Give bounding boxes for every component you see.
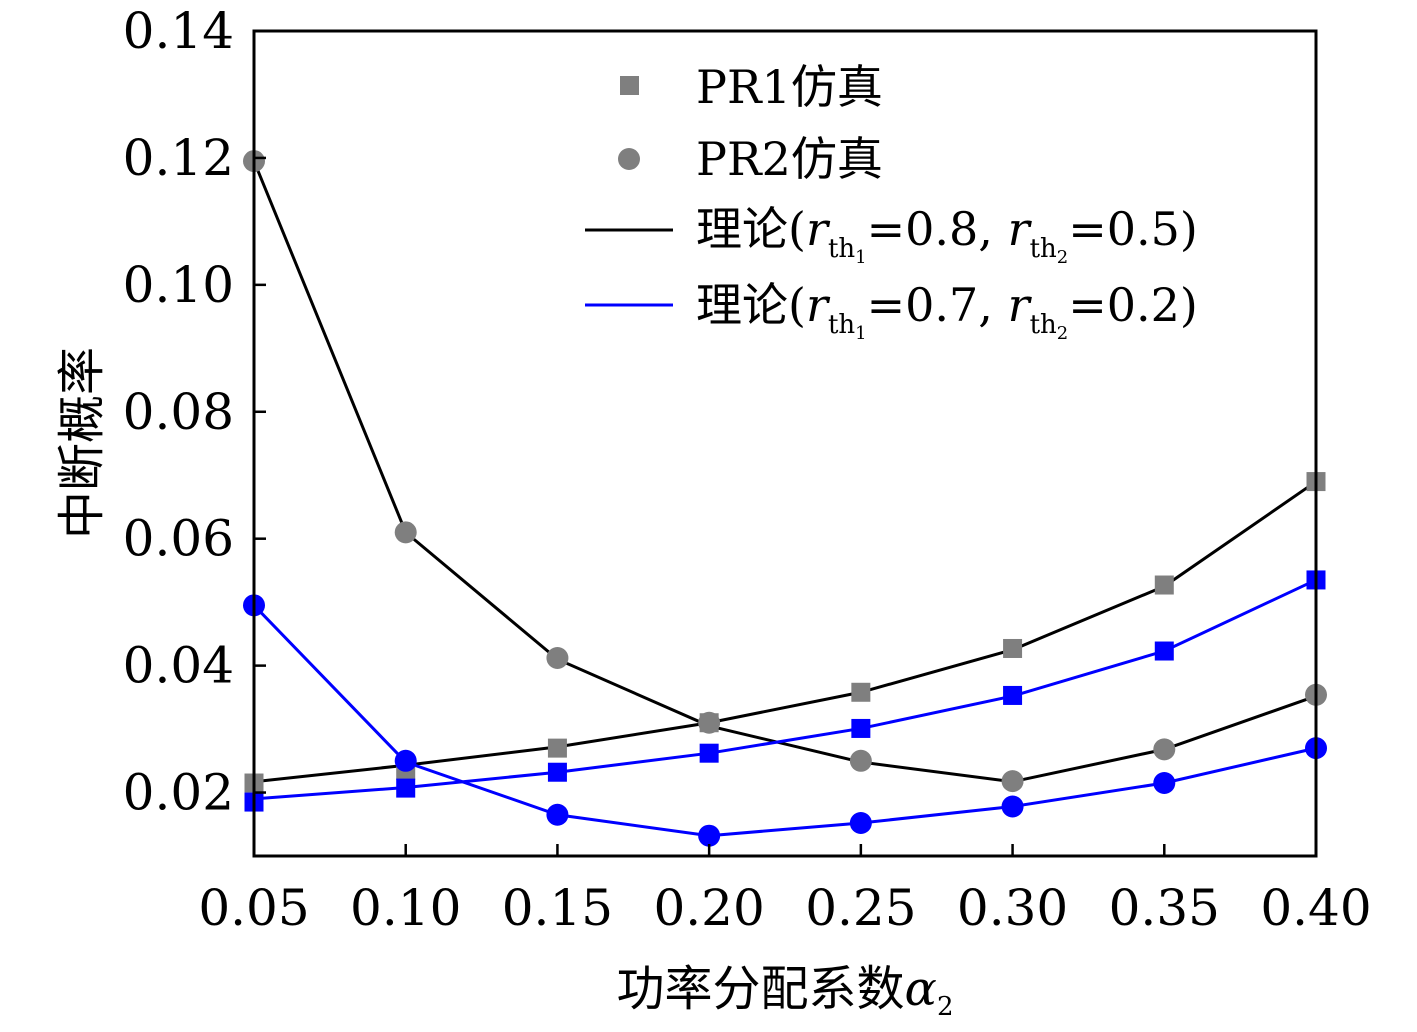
marker-pr1-b-point xyxy=(699,743,719,763)
x-tick-label: 0.35 xyxy=(1109,879,1220,937)
marker-pr1-a-point xyxy=(1003,638,1023,658)
series-layer xyxy=(243,150,1327,847)
x-tick-label: 0.15 xyxy=(502,879,613,937)
marker-pr2-b-point xyxy=(698,824,721,847)
marker-pr2-b-point xyxy=(394,749,417,772)
y-tick-label: 0.14 xyxy=(123,2,234,60)
series-line-pr1-a xyxy=(253,480,1317,784)
marker-pr1-a-point xyxy=(1154,575,1174,595)
x-tick-label: 0.10 xyxy=(350,879,461,937)
marker-pr2-b-point xyxy=(1001,795,1024,818)
marker-pr2-a-point xyxy=(1001,770,1024,793)
x-tick-label: 0.25 xyxy=(805,879,916,937)
y-tick-label: 0.04 xyxy=(123,637,234,695)
y-tick-label: 0.12 xyxy=(123,129,234,187)
series-line-pr2-b xyxy=(252,604,1317,838)
legend: PR1仿真 PR2仿真 理论(rth1=0.8, rth2=0.5) 理论(rt… xyxy=(585,60,1198,344)
legend-label-pr2-sim: PR2仿真 xyxy=(696,132,883,186)
y-tick-label: 0.06 xyxy=(123,510,234,568)
marker-pr1-b-point xyxy=(1003,685,1023,705)
marker-pr2-b-point xyxy=(1153,772,1176,795)
marker-pr1-b-point xyxy=(1154,641,1174,661)
x-tick-label: 0.05 xyxy=(198,879,309,937)
y-axis-title: 中断概率 xyxy=(54,347,110,539)
marker-pr2-a-point xyxy=(394,521,417,544)
marker-pr2-a-point xyxy=(546,647,569,669)
marker-pr1-a-point xyxy=(851,682,871,702)
marker-pr1-a-point xyxy=(547,738,567,758)
marker-pr2-a-point xyxy=(698,711,721,734)
y-tick-label: 0.10 xyxy=(123,256,234,314)
legend-label-theory-blue: 理论(rth1=0.7, rth2=0.2) xyxy=(696,278,1198,344)
ticks-layer: 0.05 0.10 0.15 0.20 0.25 0.30 0.35 0.40 0.02 0.04… xyxy=(123,2,1372,937)
marker-pr1-b-point xyxy=(851,718,871,738)
marker-pr2-b-point xyxy=(546,803,569,826)
y-tick-label: 0.08 xyxy=(123,383,234,441)
series-line-pr2-a xyxy=(252,160,1317,784)
y-tick-label: 0.02 xyxy=(123,764,234,822)
legend-marker-pr1-sim xyxy=(620,76,639,95)
legend-label-pr1-sim: PR1仿真 xyxy=(696,60,883,114)
marker-pr2-a-point xyxy=(1153,738,1176,761)
marker-pr2-b-point xyxy=(849,812,872,834)
legend-marker-pr2-sim xyxy=(618,148,640,170)
plot-frame xyxy=(252,29,1318,858)
series-line-pr1-b xyxy=(253,578,1317,801)
marker-pr1-b-point xyxy=(547,762,567,782)
marker-pr1-b-point xyxy=(396,778,416,798)
legend-label-theory-black: 理论(rth1=0.8, rth2=0.5) xyxy=(696,202,1198,268)
x-tick-label: 0.30 xyxy=(957,879,1068,937)
x-tick-label: 0.40 xyxy=(1260,879,1371,937)
x-tick-label: 0.20 xyxy=(653,879,764,937)
x-axis-title: 功率分配系数α2 xyxy=(617,961,954,1022)
marker-pr2-a-point xyxy=(849,749,872,772)
